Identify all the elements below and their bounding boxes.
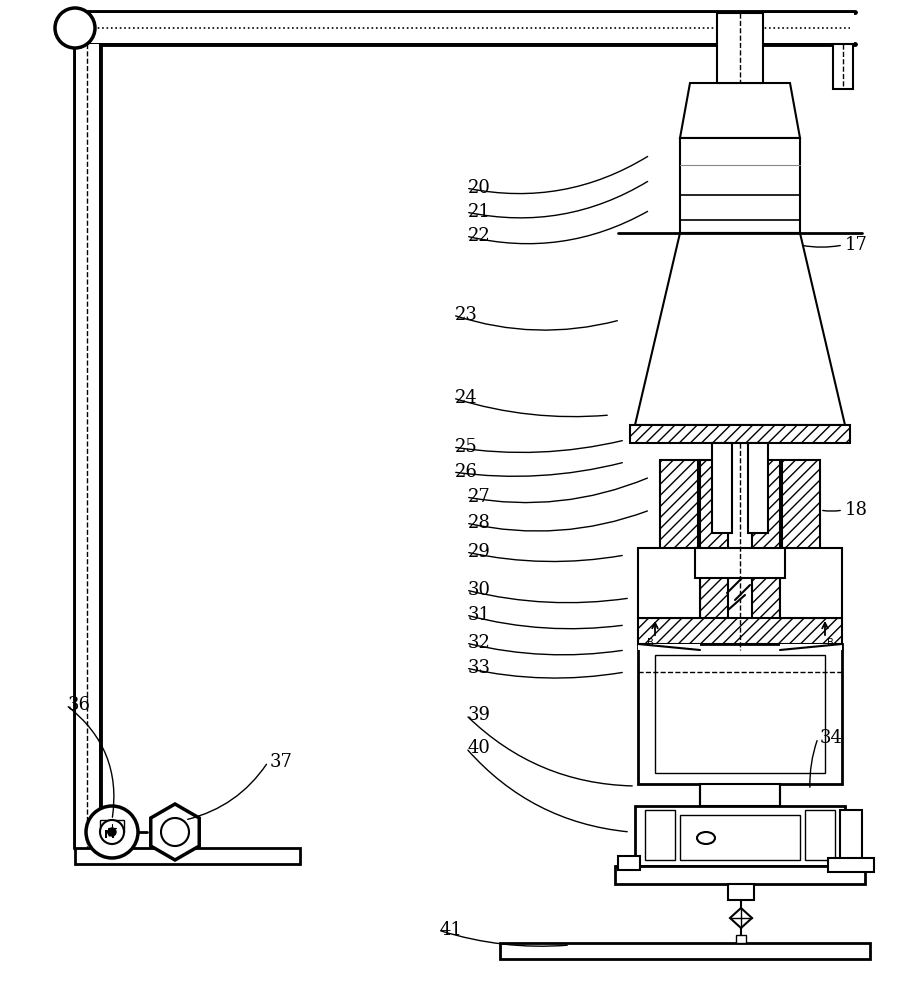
Text: 23: 23 (455, 306, 478, 324)
Ellipse shape (697, 832, 715, 844)
Bar (75, 848, 300, 864)
Bar (748, 443, 768, 533)
Bar (615, 866, 865, 884)
Circle shape (100, 820, 124, 844)
Text: 39: 39 (468, 706, 491, 724)
Bar (680, 815, 800, 860)
Bar (700, 784, 780, 806)
Text: 41: 41 (440, 921, 463, 939)
Bar (805, 810, 835, 860)
Text: 29: 29 (468, 543, 490, 561)
Text: 30: 30 (468, 581, 491, 599)
Bar (500, 943, 870, 959)
Bar (645, 810, 675, 860)
Bar (638, 548, 700, 618)
Bar (782, 550, 840, 616)
Bar (630, 425, 850, 443)
Bar (712, 443, 732, 533)
Text: 27: 27 (468, 488, 490, 506)
Polygon shape (680, 83, 800, 138)
Text: 40: 40 (468, 739, 490, 757)
Bar (640, 550, 698, 616)
Bar (638, 618, 842, 644)
Text: 20: 20 (468, 179, 490, 197)
Bar (840, 810, 862, 870)
Text: 36: 36 (68, 696, 91, 714)
Bar (780, 548, 842, 618)
Text: 18: 18 (845, 501, 868, 519)
Bar (76, 13, 854, 43)
Text: M: M (104, 830, 115, 840)
Bar (680, 138, 800, 233)
Text: 32: 32 (468, 634, 490, 652)
Polygon shape (780, 644, 842, 650)
Text: 37: 37 (270, 753, 292, 771)
Text: 24: 24 (455, 389, 478, 407)
Bar (695, 548, 785, 578)
Bar (100, 820, 124, 832)
Text: 22: 22 (468, 227, 490, 245)
Text: 28: 28 (468, 514, 490, 532)
Circle shape (108, 828, 116, 836)
Bar (655, 655, 825, 773)
Bar (736, 935, 746, 943)
Text: 31: 31 (468, 606, 491, 624)
Text: 21: 21 (468, 203, 490, 221)
Text: 26: 26 (455, 463, 478, 481)
Bar (782, 460, 820, 635)
Bar (832, 13, 854, 57)
Polygon shape (638, 644, 700, 650)
Bar (752, 460, 780, 635)
Text: 25: 25 (455, 438, 478, 456)
Bar (635, 806, 845, 866)
Polygon shape (635, 233, 845, 425)
Bar (638, 644, 842, 784)
Bar (717, 13, 763, 83)
Bar (833, 44, 853, 89)
Circle shape (161, 818, 189, 846)
Bar (728, 884, 754, 900)
Text: 33: 33 (468, 659, 491, 677)
Polygon shape (730, 908, 752, 928)
Polygon shape (151, 804, 199, 860)
Bar (700, 460, 728, 635)
Bar (660, 460, 698, 635)
Bar (76, 44, 99, 848)
Text: 17: 17 (845, 236, 868, 254)
Circle shape (86, 806, 138, 858)
Circle shape (55, 8, 95, 48)
Text: B: B (827, 638, 833, 648)
Text: 34: 34 (820, 729, 843, 747)
Bar (618, 856, 640, 870)
Text: B: B (647, 638, 653, 648)
Bar (828, 858, 874, 872)
